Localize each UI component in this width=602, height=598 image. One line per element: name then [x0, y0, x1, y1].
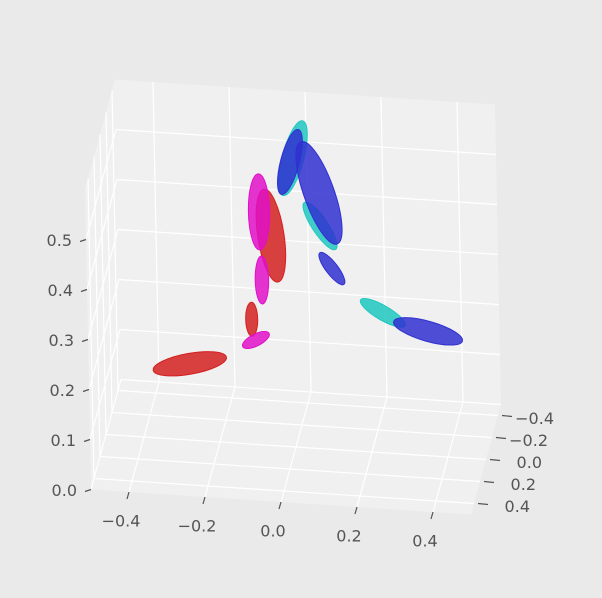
x-tick	[278, 501, 282, 510]
x-tick-label: −0.4	[102, 512, 141, 531]
y-tick	[489, 458, 501, 462]
z-tick	[82, 388, 90, 393]
x-tick	[126, 491, 130, 500]
z-tick-label: 0.1	[51, 431, 76, 450]
z-tick-label: 0.0	[52, 481, 77, 500]
grid-line	[88, 279, 120, 390]
x-tick	[430, 511, 434, 520]
grid-line	[87, 229, 119, 340]
z-tick-label: 0.4	[48, 281, 73, 300]
x-tick	[202, 496, 206, 505]
grid-line	[117, 389, 499, 417]
grid-line	[89, 329, 121, 440]
x-tick-label: 0.2	[336, 527, 361, 546]
y-tick-label: −0.4	[515, 409, 554, 428]
grid-line	[119, 328, 501, 356]
grid-line	[117, 228, 499, 256]
y-tick-label: 0.2	[511, 475, 536, 494]
ellipsoid	[245, 301, 259, 337]
grid-line	[86, 179, 118, 290]
y-tick	[483, 480, 495, 484]
grid-line	[90, 379, 122, 490]
ellipsoid	[247, 173, 271, 251]
z-tick	[80, 288, 88, 293]
ellipsoid	[254, 255, 270, 305]
y-tick-label: 0.4	[505, 497, 530, 516]
y-tick-label: −0.2	[509, 431, 548, 450]
grid-line	[99, 455, 481, 483]
z-tick	[83, 438, 91, 443]
ellipsoid	[295, 140, 343, 245]
ellipsoid	[152, 351, 227, 377]
x-tick-label: 0.4	[412, 532, 437, 551]
ellipsoid	[393, 317, 463, 346]
grid-line	[120, 378, 502, 406]
grid-line	[111, 411, 493, 439]
z-tick	[79, 238, 87, 243]
z-tick	[81, 338, 89, 343]
z-tick	[84, 488, 92, 493]
z-tick-label: 0.5	[47, 231, 72, 250]
grid-line	[105, 433, 487, 461]
grid-line	[118, 278, 500, 306]
ellipsoid	[318, 251, 346, 286]
z-tick-label: 0.3	[49, 331, 74, 350]
y-tick-label: 0.0	[517, 453, 542, 472]
grid-line	[93, 477, 475, 505]
grid-line	[85, 129, 117, 240]
y-tick	[501, 414, 513, 418]
x-tick-label: −0.2	[178, 517, 217, 536]
x-tick-label: 0.0	[260, 522, 285, 541]
z-tick-label: 0.2	[50, 381, 75, 400]
ellipsoid	[241, 330, 270, 350]
x-tick	[354, 506, 358, 515]
y-tick	[495, 436, 507, 440]
y-tick	[477, 502, 489, 506]
